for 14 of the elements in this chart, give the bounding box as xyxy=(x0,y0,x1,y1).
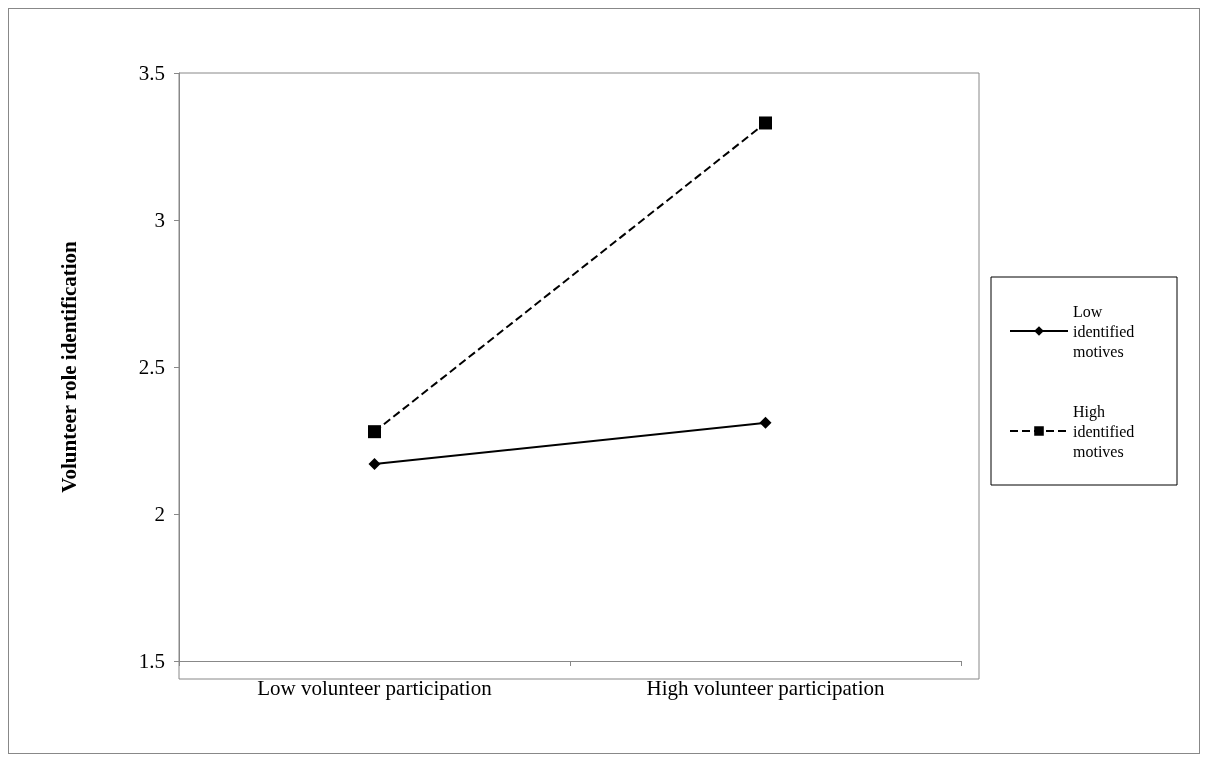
y-tick-label: 3.5 xyxy=(138,61,165,85)
point xyxy=(759,416,772,429)
point xyxy=(368,458,381,471)
y-axis-title: Volunteer role identification xyxy=(56,240,81,493)
y-tick-label: 2.5 xyxy=(138,355,165,379)
y-tick-label: 1.5 xyxy=(138,649,165,673)
legend-label: Low identified motives xyxy=(1073,302,1139,360)
y-tick-label: 3 xyxy=(154,208,165,232)
y-tick-label: 2 xyxy=(154,502,165,526)
x-tick-label: Low volunteer participation xyxy=(257,675,493,700)
legend-label: High identified motives xyxy=(1073,402,1139,460)
x-tick-label: High volunteer participation xyxy=(646,675,885,700)
point xyxy=(759,116,772,130)
point xyxy=(368,425,381,439)
